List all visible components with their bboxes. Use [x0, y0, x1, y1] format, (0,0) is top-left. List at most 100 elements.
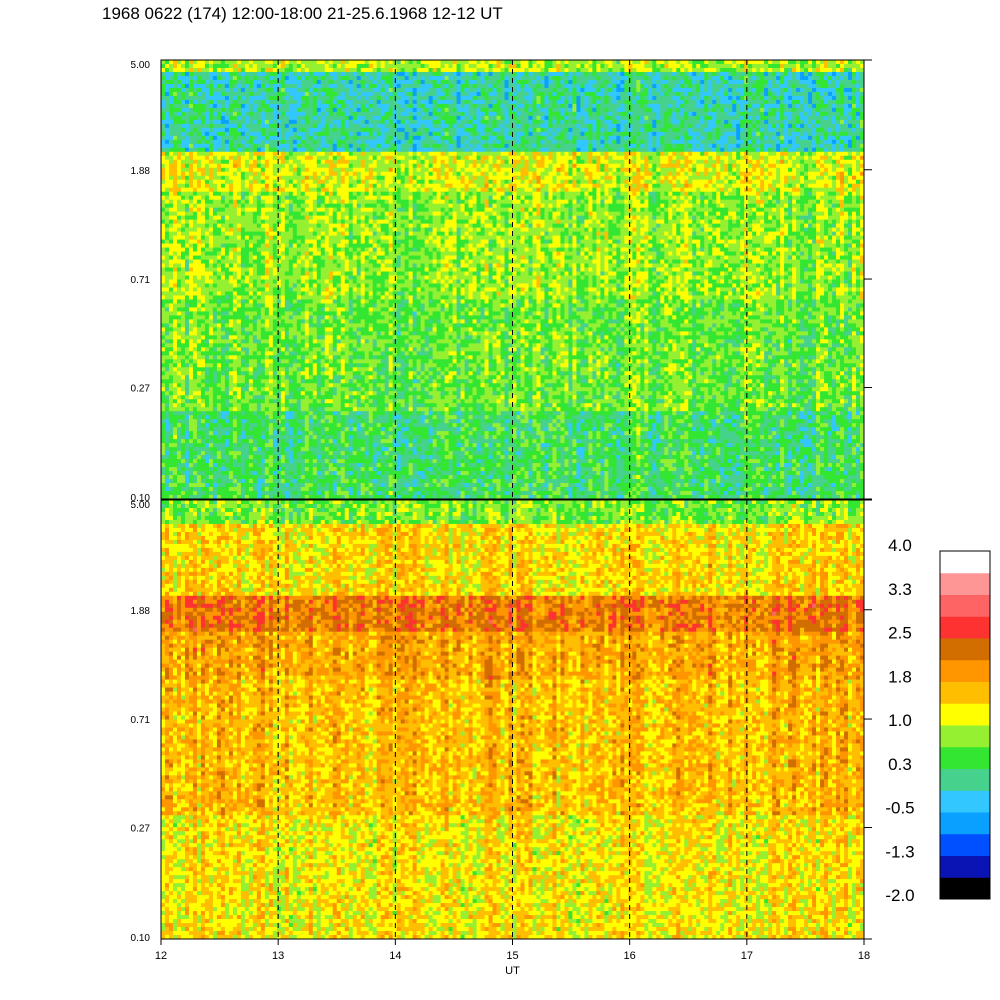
heatmap-cell — [844, 92, 848, 96]
heatmap-cell — [413, 64, 417, 68]
heatmap-cell — [564, 124, 568, 128]
heatmap-cell — [628, 84, 632, 88]
heatmap-cell — [796, 104, 800, 108]
heatmap-cell — [808, 96, 812, 100]
heatmap-cell — [768, 64, 772, 68]
heatmap-cell — [261, 84, 265, 88]
heatmap-cell — [828, 124, 832, 128]
heatmap-cell — [501, 116, 505, 120]
heatmap-cell — [337, 108, 341, 112]
heatmap-cell — [481, 144, 485, 148]
heatmap-cell — [245, 76, 249, 80]
heatmap-cell — [656, 96, 660, 100]
heatmap-cell — [852, 124, 856, 128]
heatmap-cell — [536, 140, 540, 144]
heatmap-cell — [477, 116, 481, 120]
heatmap-cell — [624, 120, 628, 124]
heatmap-cell — [473, 120, 477, 124]
heatmap-cell — [357, 76, 361, 80]
heatmap-cell — [325, 60, 329, 64]
heatmap-cell — [644, 140, 648, 144]
heatmap-cell — [784, 84, 788, 88]
heatmap-cell — [397, 144, 401, 148]
heatmap-cell — [433, 64, 437, 68]
heatmap-cell — [772, 132, 776, 136]
heatmap-cell — [632, 92, 636, 96]
heatmap-cell — [489, 120, 493, 124]
heatmap-cell — [161, 140, 165, 144]
heatmap-cell — [345, 124, 349, 128]
heatmap-cell — [441, 120, 445, 124]
heatmap-cell — [820, 84, 824, 88]
heatmap-cell — [536, 124, 540, 128]
heatmap-cell — [856, 60, 860, 64]
heatmap-cell — [469, 112, 473, 116]
heatmap-cell — [265, 96, 269, 100]
heatmap-cell — [473, 76, 477, 80]
heatmap-cell — [169, 120, 173, 124]
heatmap-cell — [760, 124, 764, 128]
heatmap-cell — [413, 100, 417, 104]
heatmap-cell — [513, 144, 517, 148]
heatmap-cell — [161, 72, 165, 76]
heatmap-cell — [676, 100, 680, 104]
heatmap-cell — [329, 144, 333, 148]
heatmap-cell — [261, 72, 265, 76]
heatmap-cell — [680, 124, 684, 128]
heatmap-cell — [469, 128, 473, 132]
heatmap-cell — [844, 64, 848, 68]
heatmap-cell — [309, 128, 313, 132]
heatmap-cell — [405, 76, 409, 80]
heatmap-cell — [321, 108, 325, 112]
heatmap-cell — [445, 100, 449, 104]
heatmap-cell — [233, 72, 237, 76]
heatmap-cell — [716, 120, 720, 124]
heatmap-cell — [281, 140, 285, 144]
heatmap-cell — [784, 96, 788, 100]
heatmap-cell — [780, 104, 784, 108]
heatmap-cell — [201, 128, 205, 132]
heatmap-cell — [732, 100, 736, 104]
heatmap-cell — [213, 112, 217, 116]
heatmap-cell — [544, 108, 548, 112]
heatmap-cell — [752, 100, 756, 104]
heatmap-cell — [189, 80, 193, 84]
heatmap-cell — [497, 76, 501, 80]
heatmap-cell — [437, 60, 441, 64]
heatmap-cell — [712, 140, 716, 144]
heatmap-cell — [660, 132, 664, 136]
heatmap-cell — [564, 64, 568, 68]
heatmap-cell — [592, 72, 596, 76]
heatmap-cell — [325, 140, 329, 144]
heatmap-cell — [361, 100, 365, 104]
heatmap-cell — [552, 84, 556, 88]
heatmap-cell — [437, 96, 441, 100]
heatmap-cell — [389, 92, 393, 96]
heatmap-cell — [528, 112, 532, 116]
heatmap-cell — [736, 116, 740, 120]
heatmap-cell — [273, 100, 277, 104]
heatmap-cell — [824, 88, 828, 92]
heatmap-cell — [429, 76, 433, 80]
heatmap-cell — [169, 100, 173, 104]
heatmap-cell — [796, 112, 800, 116]
heatmap-cell — [405, 120, 409, 124]
heatmap-cell — [249, 100, 253, 104]
heatmap-cell — [181, 148, 185, 152]
heatmap-cell — [465, 124, 469, 128]
heatmap-cell — [501, 124, 505, 128]
heatmap-cell — [852, 112, 856, 116]
heatmap-cell — [680, 108, 684, 112]
heatmap-cell — [289, 108, 293, 112]
heatmap-cell — [185, 140, 189, 144]
heatmap-cell — [205, 136, 209, 140]
heatmap-cell — [816, 100, 820, 104]
heatmap-cell — [173, 112, 177, 116]
heatmap-cell — [688, 64, 692, 68]
heatmap-cell — [520, 116, 524, 120]
heatmap-cell — [812, 104, 816, 108]
heatmap-cell — [389, 116, 393, 120]
heatmap-cell — [225, 88, 229, 92]
heatmap-cell — [169, 124, 173, 128]
heatmap-cell — [556, 92, 560, 96]
